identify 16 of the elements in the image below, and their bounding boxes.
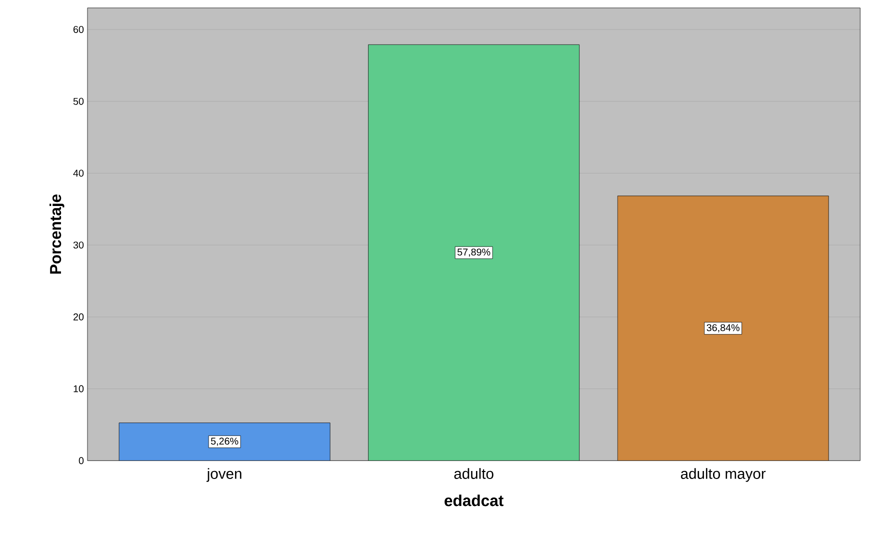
y-tick-label: 30 xyxy=(73,242,84,249)
x-axis-title: edadcat xyxy=(444,494,504,506)
data-label: 5,26% xyxy=(210,438,238,446)
y-tick-label: 50 xyxy=(73,98,84,105)
x-tick-label: adulto mayor xyxy=(680,468,766,482)
data-label: 57,89% xyxy=(457,248,490,257)
y-tick-label: 10 xyxy=(74,385,84,392)
y-tick-label: 20 xyxy=(74,314,84,320)
y-tick-label: 40 xyxy=(73,170,84,177)
bar xyxy=(617,196,829,461)
x-tick-label: adulto xyxy=(454,468,494,480)
y-axis-title: Porcentaje xyxy=(50,194,64,274)
y-tick-label: 0 xyxy=(78,457,84,464)
y-tick-label: 60 xyxy=(74,26,84,34)
data-label: 36,84% xyxy=(706,324,740,332)
x-tick-label: joven xyxy=(206,468,242,482)
